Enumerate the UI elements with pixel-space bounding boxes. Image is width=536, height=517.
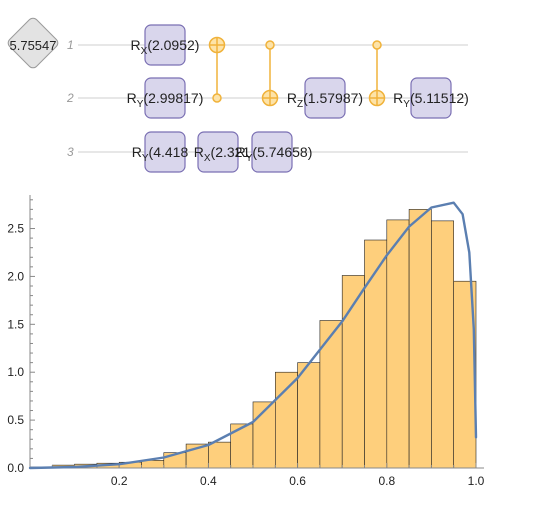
wire-number-2: 2: [66, 91, 74, 105]
x-tick-label-5: 1.0: [468, 474, 485, 488]
histogram-bar-1: [29, 466, 53, 469]
y-tick-label-1: 0.0: [7, 461, 24, 475]
density-curve: [28, 201, 478, 470]
gate-box-rx-w1: [144, 24, 186, 66]
histogram-bar-6: [141, 460, 165, 469]
histogram-bar-9: [208, 441, 231, 469]
histogram-bar-13: [297, 362, 321, 469]
gate-box-ry-w2: [144, 77, 186, 119]
y-tick-label-5: 2.0: [7, 269, 24, 283]
y-tick-label-2: 0.5: [7, 413, 24, 427]
gate-label-ry-w2: RY(2.99817): [127, 90, 204, 110]
cnot-2: [261, 40, 279, 107]
x-tick-label-4: 0.8: [378, 474, 395, 488]
y-tick-label-6: 2.5: [7, 222, 24, 236]
y-tick-label-3: 1.0: [7, 365, 24, 379]
wire-number-3: 3: [67, 145, 74, 159]
x-tick-label-2: 0.4: [200, 474, 217, 488]
gate-label-ry-w3b: RY(5.74658): [236, 144, 313, 164]
gate-label-ry-w3: RY(4.418: [132, 144, 189, 164]
histogram-bar-12: [274, 371, 298, 469]
histogram-bar-2: [51, 464, 75, 469]
cnot-3: [368, 40, 386, 107]
cnot-1: [208, 36, 226, 103]
phase-label: 5.75547: [10, 38, 57, 53]
histogram-bar-5: [118, 461, 142, 469]
circuit-diagram: 5.75547 1 2 3 RX(2.0: [7, 17, 469, 173]
histogram-bar-8: [185, 443, 209, 469]
phase-gate: 5.75547: [7, 17, 59, 69]
histogram-bar-7: [163, 452, 187, 469]
histogram-bar-20: [453, 280, 477, 469]
histogram-bar-17: [386, 219, 410, 469]
y-tick-label-4: 1.5: [7, 317, 24, 331]
x-tick-label-3: 0.6: [289, 474, 306, 488]
gate-label-rx-w1: RX(2.0952): [131, 37, 200, 57]
histogram-bar-14: [319, 320, 343, 469]
gate-box-ry-w3: [144, 131, 186, 173]
gate-label-ry-w2b: RY(5.11512): [393, 90, 469, 110]
histogram-bar-15: [341, 275, 365, 469]
gate-box-ry-w2b: [410, 77, 452, 119]
gate-label-rz-w2: RZ(1.57987): [287, 90, 363, 110]
histogram-bar-11: [252, 401, 276, 469]
gate-box-rx-w3: [197, 131, 239, 173]
histogram-bar-3: [74, 463, 98, 469]
wire-number-1: 1: [67, 38, 74, 52]
x-tick-label-1: 0.2: [111, 474, 128, 488]
gate-box-rz-w2: [304, 77, 346, 119]
gate-label-rx-w3: RX(2.321: [194, 144, 251, 164]
histogram-bar-16: [364, 239, 388, 469]
gate-box-ry-w3b: [251, 131, 293, 173]
histogram-bar-18: [408, 209, 432, 469]
histogram-bar-4: [96, 462, 120, 469]
histogram-bar-19: [431, 220, 454, 469]
histogram-bar-10: [230, 423, 254, 469]
